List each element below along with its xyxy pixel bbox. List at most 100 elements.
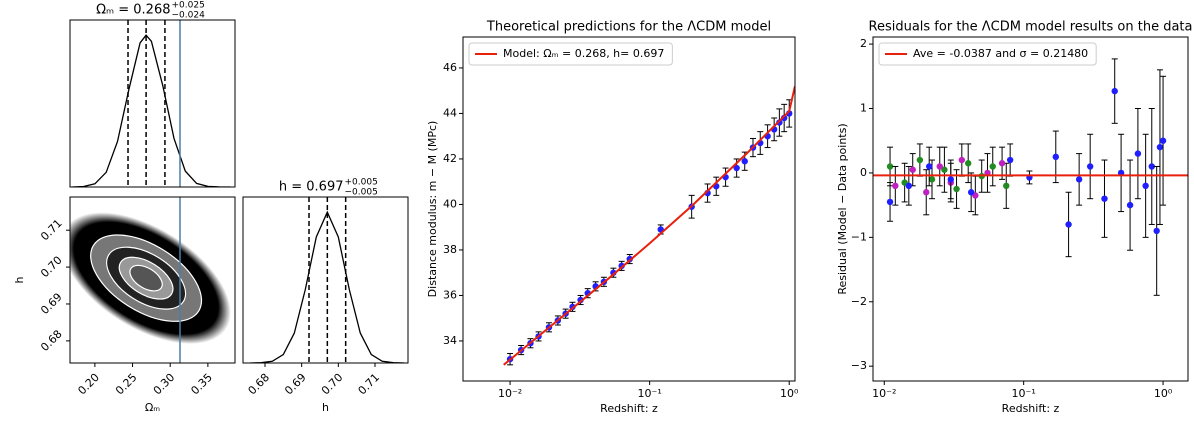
y-tick-label: 40 [443, 197, 457, 210]
x-tick-label: 0.70 [319, 371, 346, 398]
y-tick-label: 0.71 [38, 217, 65, 244]
plot-area [72, 20, 231, 187]
plot-area [873, 58, 1188, 296]
y-tick-label: −1 [851, 230, 867, 243]
data-point [905, 182, 913, 190]
data-point [1153, 227, 1160, 235]
data-point [610, 269, 617, 276]
data-point [1126, 201, 1134, 209]
axes-frame [69, 19, 236, 188]
data-point [989, 163, 996, 170]
x-tick-label: 0.35 [188, 371, 215, 398]
data-point [916, 156, 924, 164]
data-point [953, 185, 960, 193]
title-lower: −0.024 [172, 11, 206, 21]
x-tick-label: 10⁻¹ [1012, 387, 1036, 400]
legend-box [878, 42, 1097, 66]
data-point [941, 166, 948, 173]
data-point [886, 163, 894, 170]
y-tick-label: 2 [860, 37, 867, 50]
chart-title: h = 0.697 [279, 180, 344, 195]
x-tick-label: 0.71 [356, 371, 383, 398]
x-axis-label: h [322, 401, 329, 414]
y-tick-label: 0.68 [38, 327, 65, 354]
panel: 10⁻² 10⁻¹ 10⁰ 34 36 38 40 42 44 46 Theoretical pre… [426, 20, 799, 416]
y-tick-label: 1 [860, 102, 867, 115]
y-tick-label: 0 [860, 166, 867, 179]
axes-frame [872, 36, 1189, 382]
data-point [1101, 195, 1108, 202]
x-axis-label: Redshift: z [1002, 402, 1060, 415]
axes-frame [242, 196, 409, 364]
x-tick-label: 0.68 [246, 371, 273, 398]
y-tick-label: 44 [443, 106, 457, 119]
y-axis-label: Distance modulus: m − M (MPc) [426, 121, 439, 298]
data-point [733, 164, 740, 172]
axes-frame [462, 36, 796, 382]
data-point [1159, 137, 1167, 144]
x-tick-label: 10⁰ [780, 387, 799, 400]
plot-area [250, 197, 405, 363]
data-point [958, 156, 966, 164]
chart-title: Residuals for the ΛCDM model results on … [869, 20, 1193, 35]
data-point [892, 182, 899, 190]
data-point [998, 160, 1006, 167]
data-point [964, 160, 972, 167]
data-point [776, 119, 783, 126]
panel: Ωₘ = 0.268 +0.025−0.024 [69, 1, 236, 188]
y-tick-label: 38 [443, 243, 457, 256]
title-lower: −0.005 [345, 188, 378, 198]
contours [70, 212, 231, 344]
x-tick-label: 0.30 [151, 371, 178, 398]
x-axis-label: Redshift: z [600, 402, 658, 415]
data-point [925, 163, 933, 170]
model-line [503, 85, 795, 366]
data-point [741, 158, 748, 165]
x-tick-label: 10⁻² [872, 387, 896, 400]
y-tick-label: 34 [443, 334, 457, 347]
y-tick-label: 0.70 [38, 254, 65, 281]
data-point [1075, 176, 1083, 183]
x-tick-label: 10⁻² [498, 387, 522, 400]
data-point [923, 189, 930, 196]
axes-frame [69, 196, 236, 364]
data-point [1065, 221, 1072, 228]
chart-title: Theoretical predictions for the ΛCDM mod… [486, 20, 771, 35]
plot-area [70, 197, 231, 363]
y-tick-label: 0.69 [38, 291, 65, 318]
data-point [1006, 156, 1014, 164]
y-tick-label: 42 [443, 152, 457, 165]
data-point [1111, 87, 1118, 95]
x-tick-label: 10⁻¹ [638, 387, 662, 400]
x-axis-label: Ωₘ [145, 401, 160, 414]
legend-box [468, 42, 673, 66]
data-point [886, 198, 894, 206]
y-tick-label: 36 [443, 288, 457, 301]
x-tick-label: 0.25 [113, 371, 140, 398]
data-point [1003, 182, 1010, 190]
legend-label: Model: Ωₘ = 0.268, h= 0.697 [503, 47, 664, 60]
x-tick-label: 0.20 [75, 371, 102, 398]
x-tick-label: 0.69 [282, 371, 309, 398]
data-point [1148, 163, 1155, 170]
title-upper: +0.005 [345, 178, 378, 188]
data-point [936, 163, 943, 170]
x-tick-label: 10⁰ [1154, 387, 1173, 400]
panel: 0.20 0.25 0.30 0.35 0.68 0.69 0.70 0.71 Ωₘ h [13, 196, 236, 414]
y-axis-label: Residual (Model − Data points) [836, 123, 849, 294]
plot-area [503, 85, 795, 366]
y-tick-label: 46 [443, 61, 457, 74]
data-point [909, 166, 916, 173]
data-point [1156, 143, 1164, 151]
density-curve [72, 34, 231, 187]
data-point [928, 176, 936, 183]
legend-label: Ave = -0.0387 and σ = 0.21480 [913, 47, 1088, 60]
y-axis-label: h [13, 276, 26, 283]
data-point [967, 189, 975, 196]
chart-title: Ωₘ = 0.268 [96, 3, 170, 18]
density-curve [250, 210, 405, 363]
y-tick-label: −2 [851, 295, 867, 308]
data-point [1134, 150, 1142, 157]
